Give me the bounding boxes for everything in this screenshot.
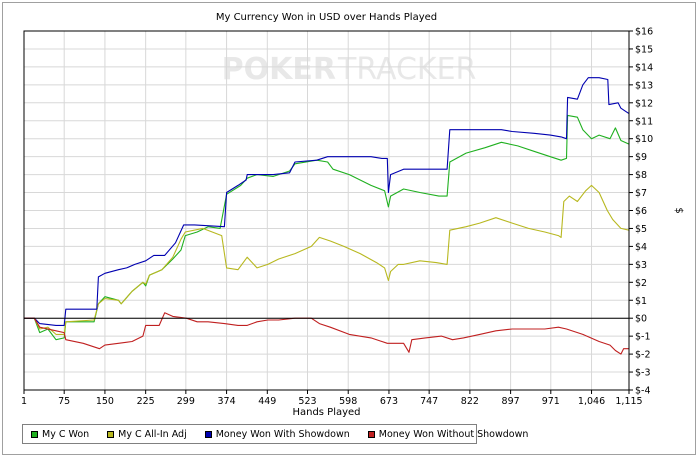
x-tick-label: 150 <box>96 396 114 407</box>
series-line-money-won-with-showdown <box>24 77 630 326</box>
y-tick-label: $9 <box>635 152 647 163</box>
y-tick-label: $13 <box>635 80 653 91</box>
x-tick-label: 1,046 <box>578 396 605 407</box>
y-tick-label: $5 <box>635 224 647 235</box>
legend-label: Money Won With Showdown <box>215 428 350 440</box>
legend-item: My C All-In Adj <box>107 429 187 440</box>
x-axis-label: Hands Played <box>292 407 360 418</box>
y-tick-label: $11 <box>635 116 653 127</box>
x-axis-ticks: 1 75 150 225 299 374 449 523 598 673 747 822 897 971 1… <box>21 390 643 407</box>
x-tick-label: 822 <box>461 396 479 407</box>
y-tick-label: $-2 <box>635 350 651 361</box>
x-tick-label: 374 <box>218 396 236 407</box>
y-tick-label: $4 <box>635 242 647 253</box>
y-tick-label: $3 <box>635 260 647 271</box>
x-tick-label: 673 <box>380 396 398 407</box>
legend-item: Money Won Without Showdown <box>367 428 529 440</box>
legend-item: Money Won With Showdown <box>204 428 350 440</box>
x-tick-label: 598 <box>339 396 357 407</box>
y-tick-label: $12 <box>635 98 653 109</box>
chart-title: My Currency Won in USD over Hands Played <box>216 12 437 23</box>
series-lines <box>24 77 630 355</box>
x-tick-label: 971 <box>542 396 560 407</box>
y-tick-label: $-4 <box>635 386 651 397</box>
y-tick-label: $14 <box>635 62 653 73</box>
series-line-money-won-without-showdown <box>24 312 629 355</box>
y-tick-label: $16 <box>635 27 653 38</box>
gridlines <box>23 30 630 391</box>
x-tick-label: 449 <box>258 396 276 407</box>
y-tick-label: $2 <box>635 278 647 289</box>
x-tick-label: 747 <box>420 396 438 407</box>
legend-label: My C All-In Adj <box>118 428 187 440</box>
legend: My C Won My C All-In Adj Money Won With Sh… <box>22 424 528 444</box>
series-line-my-c-won <box>24 114 630 341</box>
legend-swatch <box>367 430 375 438</box>
x-tick-label: 1,115 <box>615 396 642 407</box>
y-tick-label: $-1 <box>635 332 651 343</box>
x-tick-label: 1 <box>21 396 27 407</box>
y-tick-label: $7 <box>635 188 647 199</box>
y-tick-label: $8 <box>635 170 647 181</box>
watermark-tracker: TRACKER <box>337 52 476 87</box>
y-tick-label: $1 <box>635 296 647 307</box>
y-tick-label: $10 <box>635 134 653 145</box>
y-axis-ticks: $16 $15 $14 $13 $12 $11 $10 $9 $8 $7 $6 $5 $4 $3 $2 $1 $… <box>629 27 653 397</box>
y-axis-label: $ <box>673 207 684 213</box>
x-tick-label: 75 <box>58 396 70 407</box>
y-tick-label: $-3 <box>635 368 651 379</box>
series-line-my-c-all-in-adj <box>24 184 630 335</box>
legend-label: My C Won <box>42 428 90 440</box>
x-tick-label: 299 <box>177 396 195 407</box>
legend-label: Money Won Without Showdown <box>378 428 529 440</box>
legend-swatch <box>204 430 212 438</box>
legend-swatch <box>107 430 115 438</box>
y-tick-label: $15 <box>635 44 653 55</box>
plot-area <box>23 30 630 391</box>
y-tick-label: $0 <box>635 314 647 325</box>
x-tick-label: 225 <box>137 396 155 407</box>
legend-item: My C Won <box>31 429 89 440</box>
legend-swatch <box>31 430 38 438</box>
watermark: POKER TRACKER <box>222 52 477 87</box>
y-tick-label: $6 <box>635 206 647 217</box>
x-tick-label: 523 <box>298 396 316 407</box>
x-tick-label: 897 <box>502 396 520 407</box>
watermark-poker: POKER <box>222 52 336 87</box>
